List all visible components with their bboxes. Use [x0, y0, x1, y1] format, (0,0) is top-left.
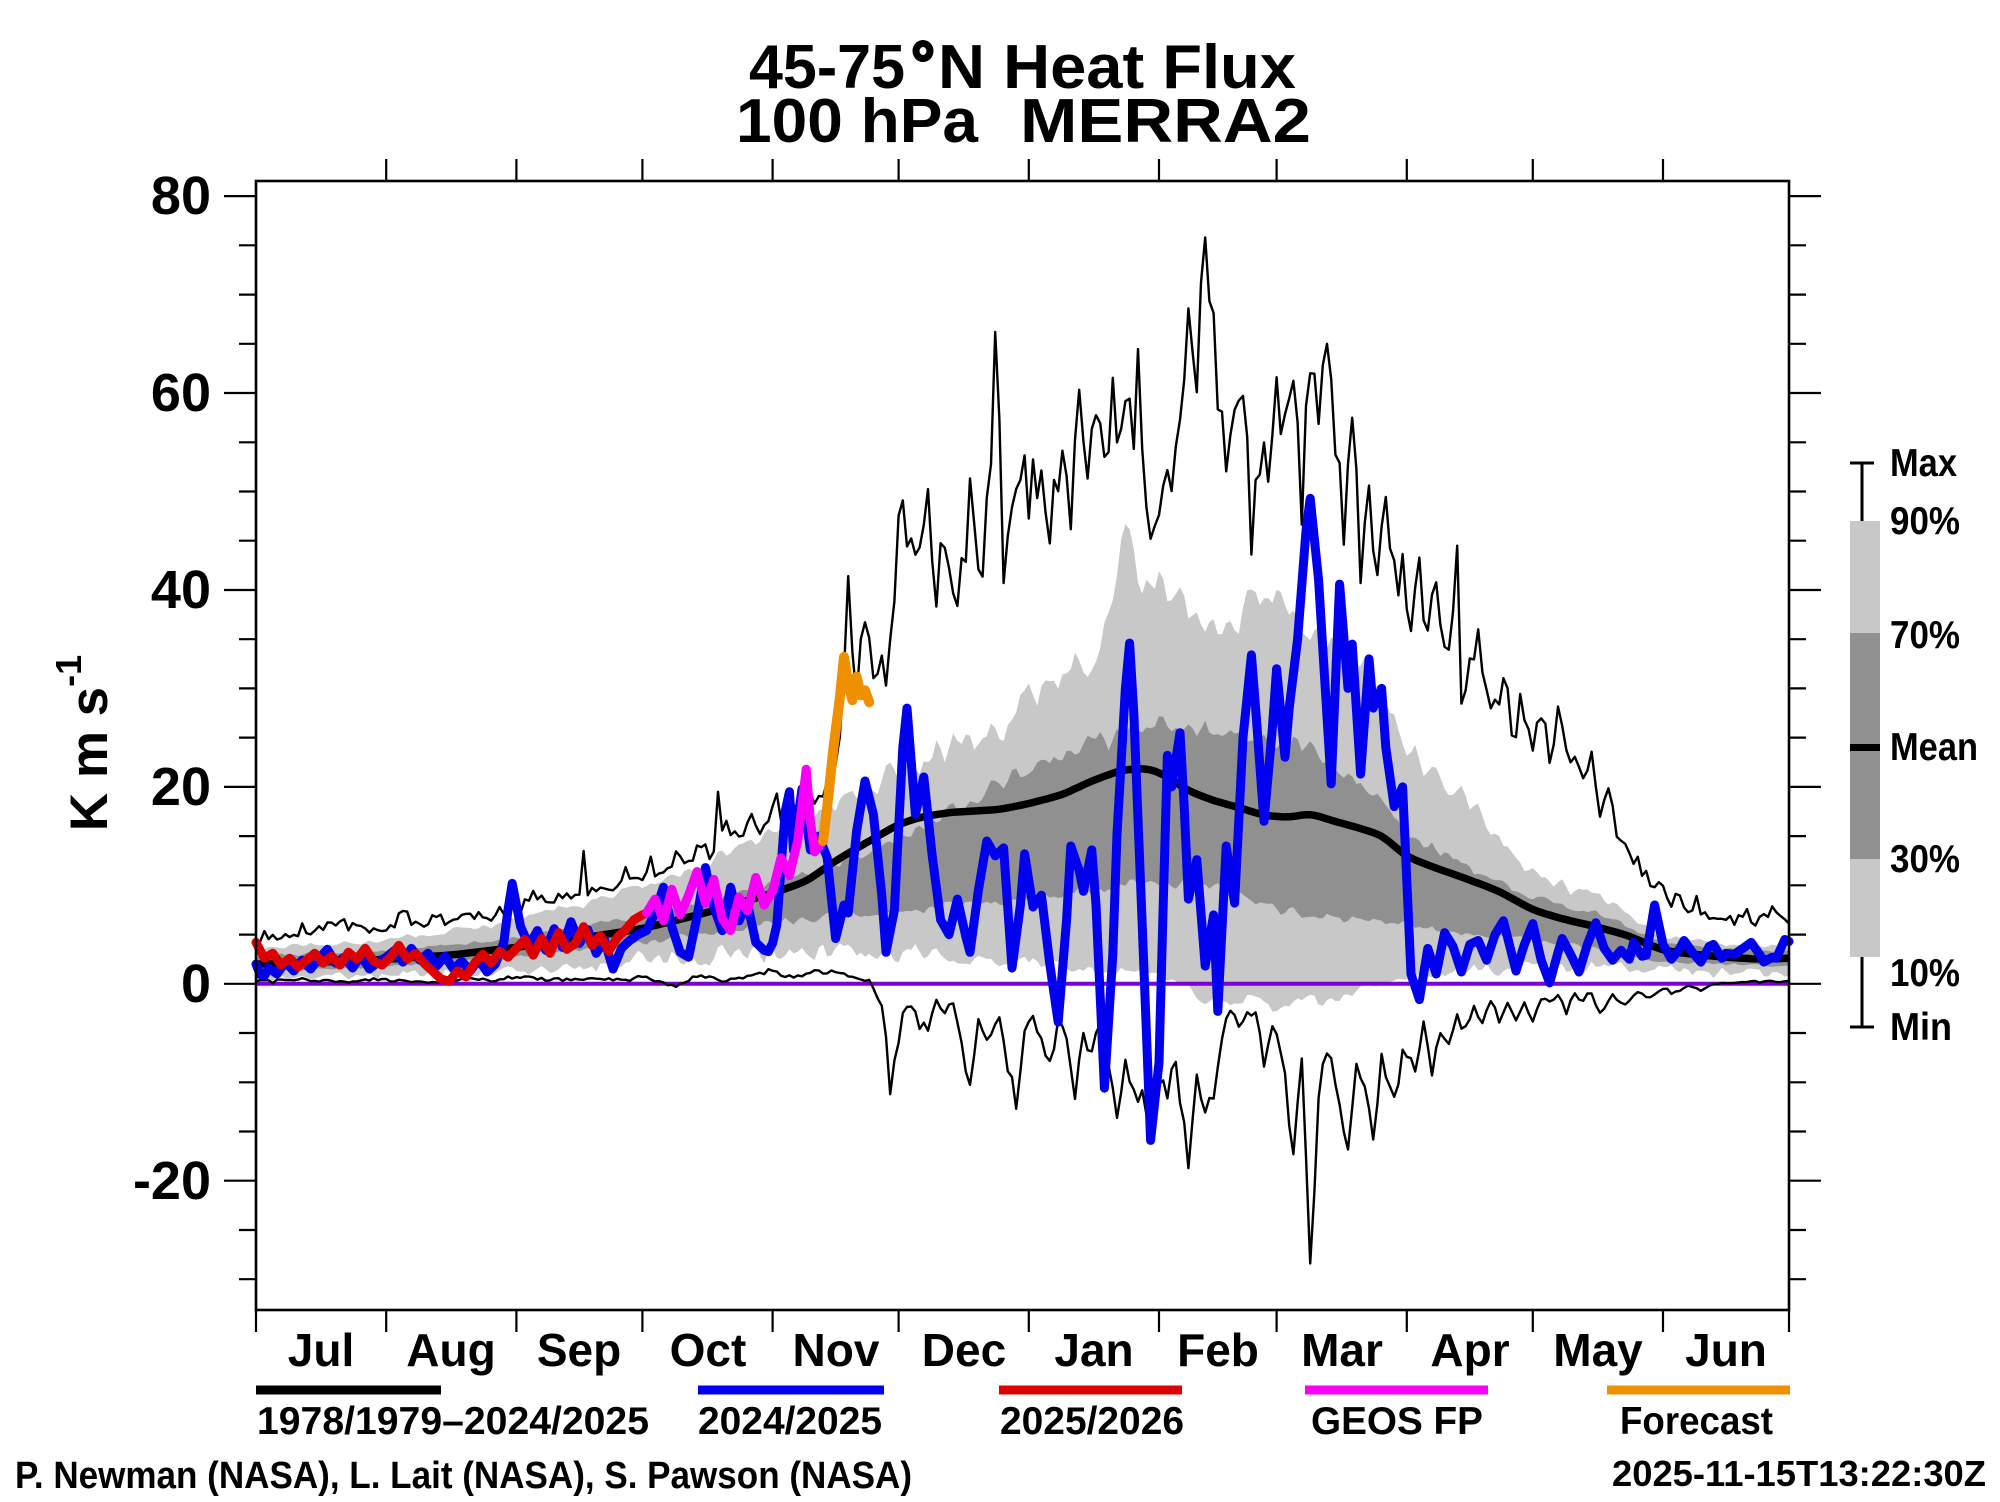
svg-text:Max: Max [1890, 442, 1957, 485]
svg-text:GEOS FP: GEOS FP [1311, 1400, 1483, 1443]
svg-text:60: 60 [151, 363, 211, 423]
svg-text:Jul: Jul [288, 1324, 354, 1376]
svg-text:-20: -20 [133, 1151, 211, 1211]
svg-text:Min: Min [1890, 1006, 1952, 1049]
svg-text:Forecast: Forecast [1620, 1400, 1773, 1443]
svg-text:2025-11-15T13:22:30Z: 2025-11-15T13:22:30Z [1612, 1453, 1986, 1494]
svg-text:Jun: Jun [1685, 1324, 1767, 1376]
svg-text:May: May [1553, 1324, 1643, 1376]
svg-text:2024/2025: 2024/2025 [698, 1400, 882, 1443]
svg-text:80: 80 [151, 166, 211, 226]
svg-text:Apr: Apr [1430, 1324, 1509, 1376]
svg-text:Mar: Mar [1301, 1324, 1383, 1376]
svg-text:Mean: Mean [1890, 726, 1978, 769]
svg-text:Jan: Jan [1054, 1324, 1133, 1376]
svg-text:90%: 90% [1890, 500, 1960, 543]
svg-text:10%: 10% [1890, 952, 1960, 995]
svg-text:Oct: Oct [670, 1324, 747, 1376]
svg-text:100 hPa: 100 hPa [736, 87, 979, 156]
svg-text:N Heat Flux: N Heat Flux [938, 33, 1297, 102]
svg-text:30%: 30% [1890, 838, 1960, 881]
svg-text:70%: 70% [1890, 614, 1960, 657]
svg-text:0: 0 [181, 954, 211, 1014]
svg-text:MERRA2: MERRA2 [1020, 87, 1311, 156]
svg-text:Sep: Sep [537, 1324, 621, 1376]
svg-text:1978/1979–2024/2025: 1978/1979–2024/2025 [257, 1400, 649, 1443]
svg-text:P. Newman (NASA), L. Lait (NAS: P. Newman (NASA), L. Lait (NASA), S. Paw… [15, 1455, 912, 1497]
svg-text:Aug: Aug [406, 1324, 495, 1376]
svg-text:Nov: Nov [793, 1324, 880, 1376]
svg-text:2025/2026: 2025/2026 [1000, 1400, 1184, 1443]
svg-text:40: 40 [151, 560, 211, 620]
svg-text:Feb: Feb [1177, 1324, 1259, 1376]
svg-text:20: 20 [151, 757, 211, 817]
svg-text:Dec: Dec [922, 1324, 1006, 1376]
svg-text:45-75: 45-75 [749, 33, 905, 102]
